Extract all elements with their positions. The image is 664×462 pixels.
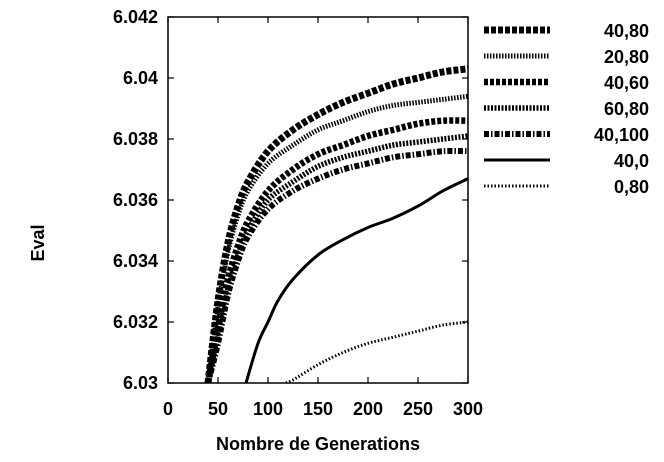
legend-label: 40,80 bbox=[604, 21, 649, 41]
legend: 40,80 20,80 40,60 60,80 40,100 40,0 0,80 bbox=[484, 21, 649, 197]
x-tick-label: 0 bbox=[163, 399, 173, 419]
y-tick-label: 6.042 bbox=[113, 7, 158, 27]
x-axis-ticks: 0 50 100 150 200 250 300 bbox=[163, 17, 483, 419]
series-line-6 bbox=[244, 177, 468, 383]
legend-label: 20,80 bbox=[604, 47, 649, 67]
y-tick-label: 6.036 bbox=[113, 190, 158, 210]
legend-label: 40,0 bbox=[614, 151, 649, 171]
legend-label: 40,60 bbox=[604, 73, 649, 93]
y-tick-label: 6.03 bbox=[123, 373, 158, 393]
series-lines bbox=[204, 65, 468, 383]
series-line-5 bbox=[205, 147, 468, 383]
y-axis-label: Eval bbox=[28, 224, 48, 261]
series-line-4 bbox=[205, 133, 468, 383]
series-line-3 bbox=[204, 117, 468, 383]
legend-label: 0,80 bbox=[614, 177, 649, 197]
y-tick-label: 6.04 bbox=[123, 68, 158, 88]
y-tick-label: 6.038 bbox=[113, 129, 158, 149]
y-axis-ticks: 6.03 6.032 6.034 6.036 6.038 6.04 6.042 bbox=[113, 7, 468, 393]
x-tick-label: 50 bbox=[208, 399, 228, 419]
x-tick-label: 200 bbox=[353, 399, 383, 419]
x-tick-label: 100 bbox=[253, 399, 283, 419]
series-line-2 bbox=[205, 93, 468, 383]
x-tick-label: 150 bbox=[303, 399, 333, 419]
series-line-7 bbox=[285, 320, 468, 383]
y-tick-label: 6.034 bbox=[113, 251, 158, 271]
legend-label: 40,100 bbox=[594, 125, 649, 145]
x-axis-label: Nombre de Generations bbox=[216, 434, 420, 454]
plot-frame bbox=[167, 16, 469, 384]
x-tick-label: 300 bbox=[453, 399, 483, 419]
x-tick-label: 250 bbox=[403, 399, 433, 419]
legend-label: 60,80 bbox=[604, 99, 649, 119]
y-tick-label: 6.032 bbox=[113, 312, 158, 332]
